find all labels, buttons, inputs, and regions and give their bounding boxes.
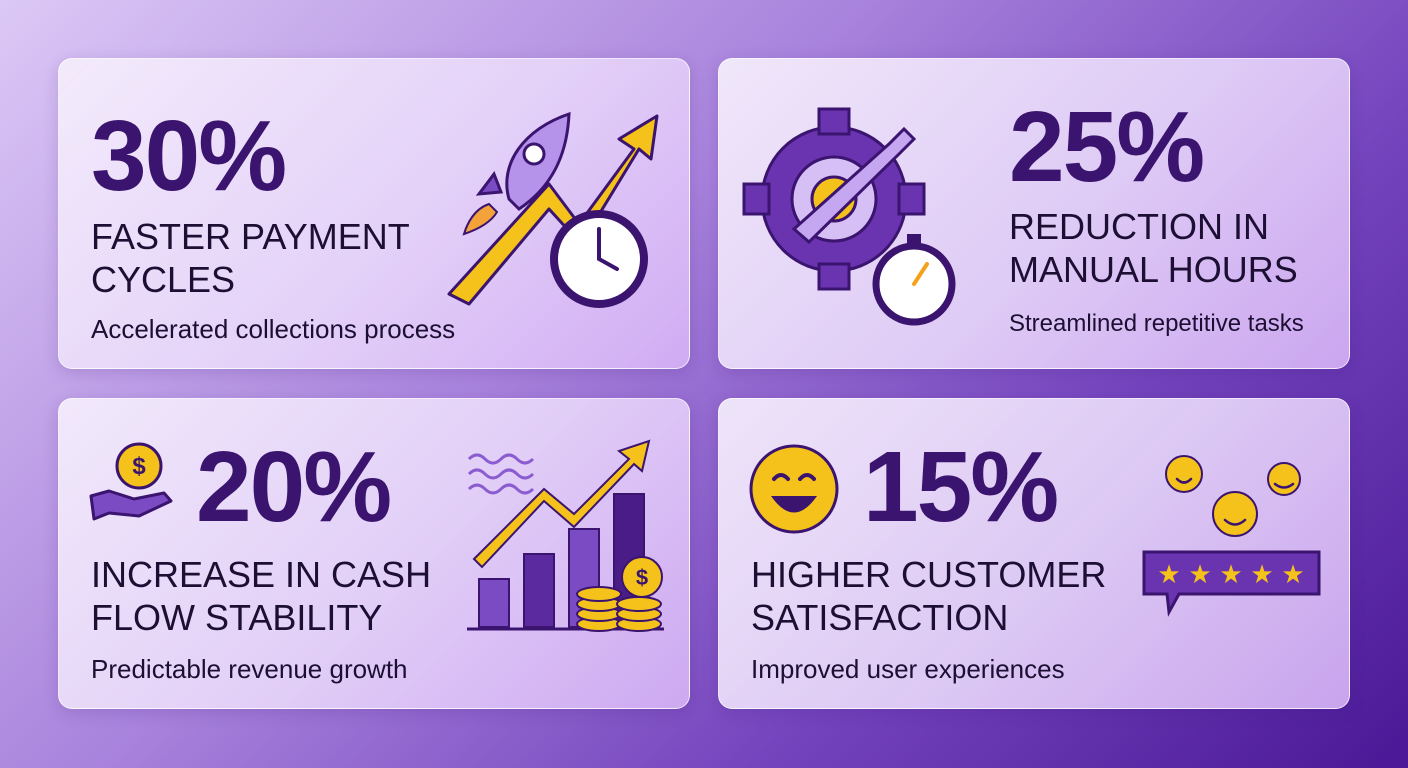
- stat-card: 30% FASTER PAYMENT CYCLES Accelerated colle…: [58, 58, 690, 369]
- stat-headline: FASTER PAYMENT CYCLES: [91, 215, 410, 301]
- coin-hand-icon: $: [89, 442, 173, 521]
- headline-line: CYCLES: [91, 259, 236, 300]
- svg-text:★: ★: [1157, 559, 1180, 589]
- headline-line: INCREASE IN CASH: [91, 554, 432, 595]
- headline-line: FLOW STABILITY: [91, 597, 383, 638]
- stat-card: ★ ★ ★ ★ ★ 15% HIGHER CUSTOMER SATISFACTION Impr…: [718, 398, 1350, 709]
- headline-line: HIGHER CUSTOMER: [751, 554, 1107, 595]
- svg-text:★: ★: [1188, 559, 1211, 589]
- svg-text:★: ★: [1219, 559, 1242, 589]
- stat-description: Predictable revenue growth: [91, 654, 408, 684]
- svg-text:★: ★: [1250, 559, 1273, 589]
- growth-chart-icon: $: [467, 439, 664, 632]
- svg-text:★: ★: [1281, 559, 1304, 589]
- svg-text:$: $: [636, 565, 648, 590]
- svg-text:$: $: [132, 453, 146, 480]
- stat-value: 30%: [91, 100, 287, 212]
- stat-card: 25% REDUCTION IN MANUAL HOURS Streamlined r…: [718, 58, 1350, 369]
- rocket-growth-icon: [447, 111, 659, 308]
- stat-value: 25%: [1009, 91, 1205, 203]
- stat-description: Accelerated collections process: [91, 314, 456, 344]
- stat-value: 15%: [863, 431, 1059, 543]
- headline-line: MANUAL HOURS: [1009, 249, 1298, 290]
- stat-value: 20%: [196, 431, 392, 543]
- gear-wrench-icon: [742, 107, 956, 326]
- rating-icon: ★ ★ ★ ★ ★: [1142, 455, 1321, 617]
- stat-description: Streamlined repetitive tasks: [1009, 310, 1304, 337]
- smiley-icon: [749, 444, 839, 534]
- stat-headline: HIGHER CUSTOMER SATISFACTION: [751, 553, 1106, 639]
- stat-description: Improved user experiences: [751, 654, 1065, 684]
- stat-headline: REDUCTION IN MANUAL HOURS: [1009, 205, 1298, 291]
- stat-card: $ $ 20% INCREASE IN CASH FLOW STABILITY Pre…: [58, 398, 690, 709]
- stat-headline: INCREASE IN CASH FLOW STABILITY: [91, 553, 431, 639]
- headline-line: SATISFACTION: [751, 597, 1009, 638]
- headline-line: REDUCTION IN: [1009, 206, 1269, 247]
- headline-line: FASTER PAYMENT: [91, 216, 410, 257]
